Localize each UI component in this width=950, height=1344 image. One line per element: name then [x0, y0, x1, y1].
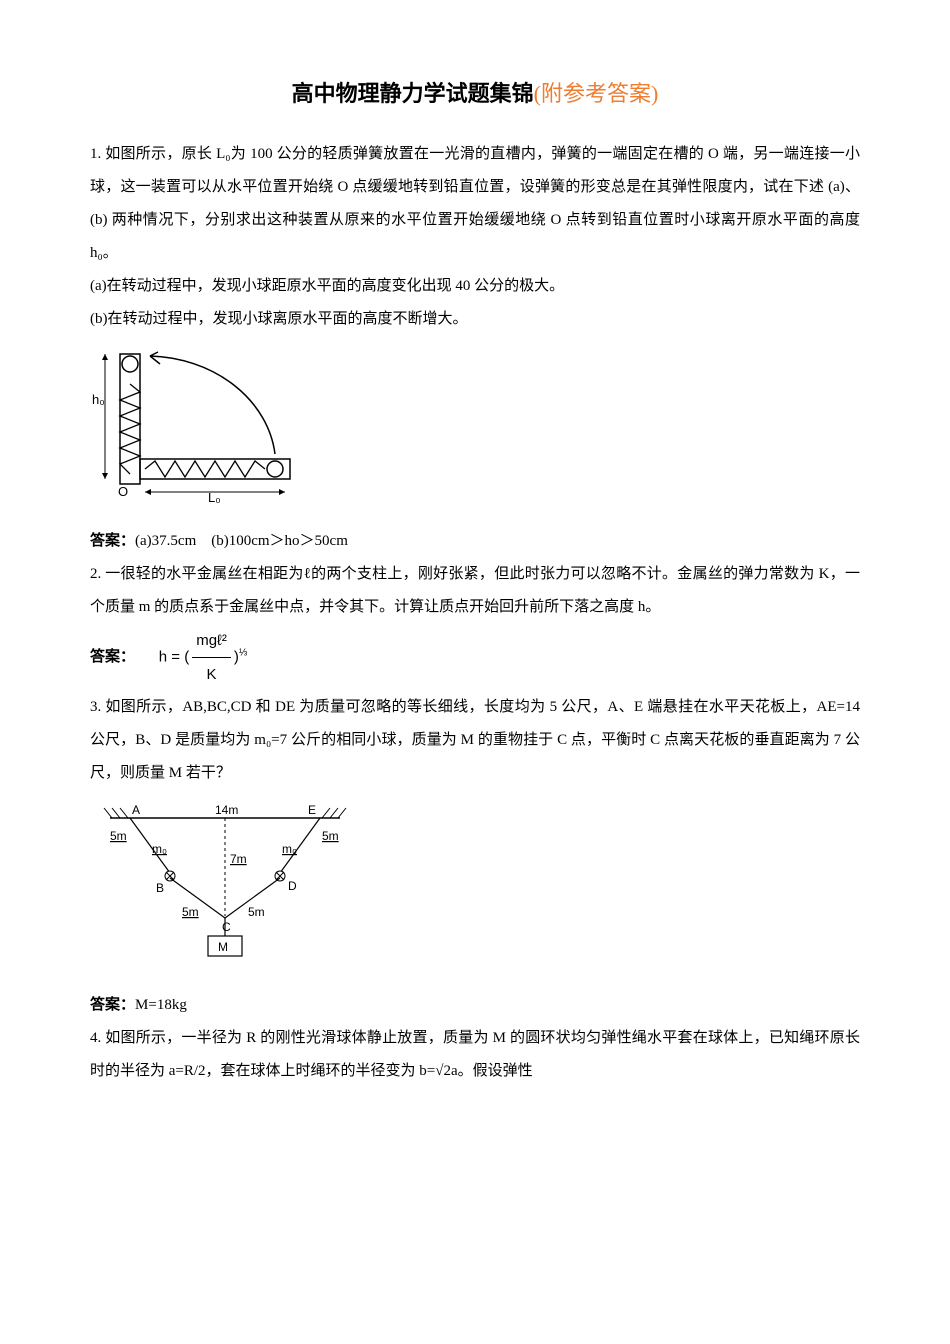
- fig3-E: E: [308, 803, 316, 817]
- fig3-mb: m₀: [152, 842, 167, 856]
- q1-figure: h₀ O L₀: [90, 344, 860, 517]
- fig1-O-label: O: [118, 484, 128, 499]
- fig3-cd: 5m: [248, 905, 265, 919]
- q4-body: 4. 如图所示，一半径为 R 的刚性光滑球体静止放置，质量为 M 的圆环状均匀弹…: [90, 1022, 860, 1088]
- fig3-A: A: [132, 803, 140, 817]
- fig3-de: 5m: [322, 829, 339, 843]
- page-title: 高中物理静力学试题集锦(附参考答案): [90, 70, 860, 118]
- q3-text: 如图所示，AB,BC,CD 和 DE 为质量可忽略的等长细线，长度均为 5 公尺…: [90, 699, 860, 781]
- q1-answer: 答案：(a)37.5cm (b)100cm＞ho＞50cm: [90, 525, 860, 558]
- formula-lhs: h = (: [159, 649, 189, 666]
- fig3-top: 14m: [215, 803, 238, 817]
- answer-label: 答案：: [90, 533, 135, 549]
- q1-num: 1.: [90, 146, 101, 162]
- q3-answer: 答案：M=18kg: [90, 989, 860, 1022]
- q2-formula: h = (mgℓ²K)⅓: [139, 624, 247, 691]
- fig3-ab: 5m: [110, 829, 127, 843]
- formula-den: K: [192, 658, 231, 691]
- q4-text: 如图所示，一半径为 R 的刚性光滑球体静止放置，质量为 M 的圆环状均匀弹性绳水…: [90, 1030, 860, 1079]
- q1-b: (b)在转动过程中，发现小球离原水平面的高度不断增大。: [90, 303, 860, 336]
- q1-answer-text: (a)37.5cm (b)100cm＞ho＞50cm: [135, 533, 348, 549]
- title-main: 高中物理静力学试题集锦: [292, 81, 534, 106]
- q2-text: 一很轻的水平金属丝在相距为ℓ的两个支柱上，刚好张紧，但此时张力可以忽略不计。金属…: [90, 566, 860, 615]
- q3-answer-text: M=18kg: [135, 997, 187, 1013]
- q3-body: 3. 如图所示，AB,BC,CD 和 DE 为质量可忽略的等长细线，长度均为 5…: [90, 691, 860, 790]
- answer-label: 答案：: [90, 997, 135, 1013]
- title-suffix: (附参考答案): [534, 81, 659, 106]
- fig3-md: m₀: [282, 842, 297, 856]
- q2-num: 2.: [90, 566, 101, 582]
- formula-num: mgℓ²: [192, 624, 231, 658]
- formula-exp: ⅓: [239, 648, 247, 659]
- q3-num: 3.: [90, 699, 101, 715]
- answer-label: 答案：: [90, 649, 135, 665]
- fig1-L0-label: L₀: [208, 490, 221, 504]
- q2-body: 2. 一很轻的水平金属丝在相距为ℓ的两个支柱上，刚好张紧，但此时张力可以忽略不计…: [90, 558, 860, 624]
- q1-a: (a)在转动过程中，发现小球距原水平面的高度变化出现 40 公分的极大。: [90, 270, 860, 303]
- fig3-C: C: [222, 920, 231, 934]
- q1-body: 1. 如图所示，原长 L₀为 100 公分的轻质弹簧放置在一光滑的直槽内，弹簧的…: [90, 138, 860, 270]
- q4-num: 4.: [90, 1030, 101, 1046]
- fig3-bc: 5m: [182, 905, 199, 919]
- q3-figure: A E 14m M 7m 5m 5m m₀ m₀ B D 5m 5m C: [90, 798, 860, 981]
- fig1-h0-label: h₀: [92, 392, 105, 407]
- fig3-M: M: [218, 940, 228, 954]
- fig3-B: B: [156, 881, 164, 895]
- q2-answer: 答案： h = (mgℓ²K)⅓: [90, 624, 860, 691]
- fig3-D: D: [288, 879, 297, 893]
- q1-text: 如图所示，原长 L₀为 100 公分的轻质弹簧放置在一光滑的直槽内，弹簧的一端固…: [90, 146, 860, 261]
- fig3-mid: 7m: [230, 852, 247, 866]
